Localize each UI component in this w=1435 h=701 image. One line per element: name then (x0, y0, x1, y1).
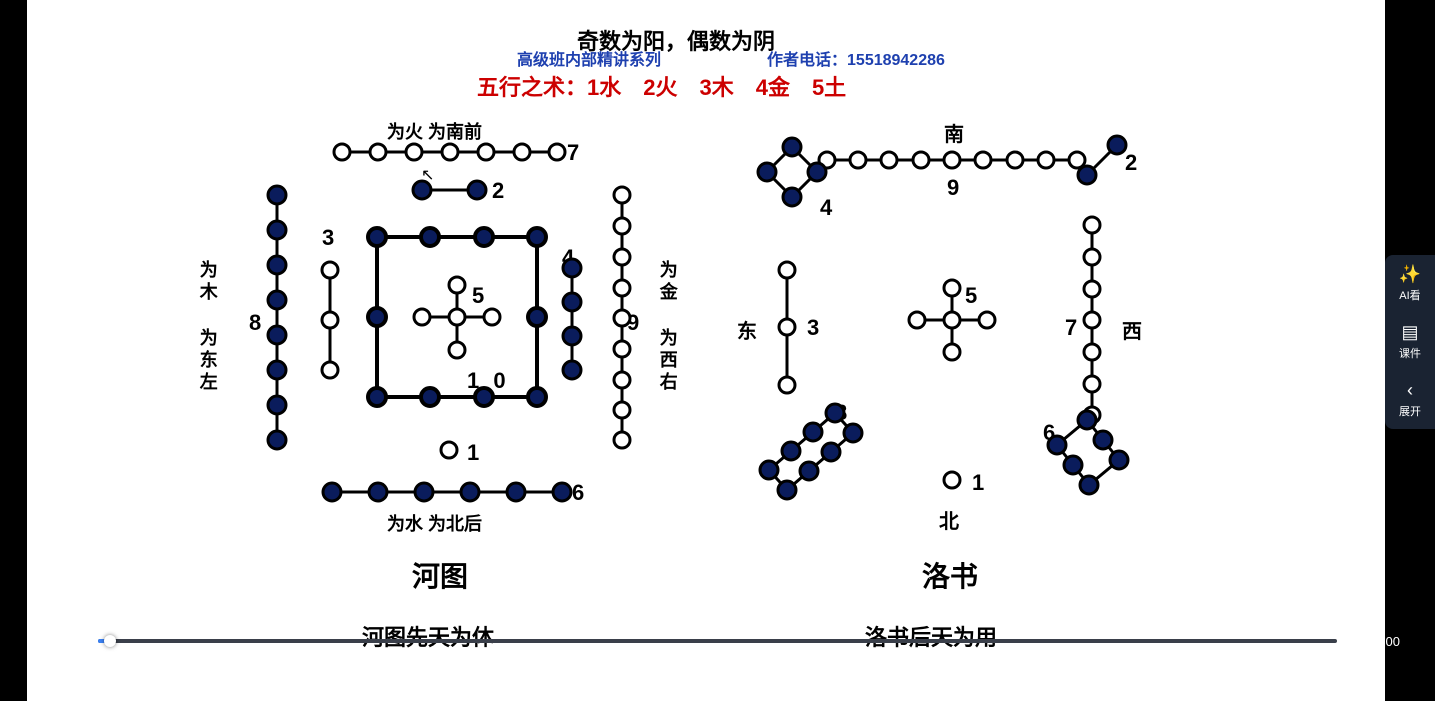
courseware-label: 课件 (1399, 345, 1421, 361)
volume-button[interactable] (1318, 667, 1338, 687)
expand-button[interactable]: ‹ 展开 (1399, 381, 1421, 419)
pause-icon (61, 669, 77, 685)
hetu-group-1 (441, 442, 457, 458)
hetu-group-6 (323, 483, 571, 501)
ai-icon: ✨ (1399, 265, 1421, 283)
luoshu-group-7 (1084, 217, 1100, 423)
luoshu-group-9 (819, 152, 1085, 168)
hetu-group-8 (268, 186, 286, 449)
fullscreen-button[interactable] (1362, 668, 1380, 686)
progress-thumb[interactable] (104, 635, 116, 647)
volume-icon (1318, 667, 1338, 687)
side-toolbar: ✨ AI看 ▤ 课件 ‹ 展开 (1385, 255, 1435, 429)
progress-track[interactable] (98, 639, 1338, 643)
expand-label: 展开 (1399, 403, 1421, 419)
total-time: 00:10:00 (1349, 634, 1400, 649)
video-content-area: 奇数为阳，偶数为阴 高级班内部精讲系列 作者电话：15518942286 五行之… (27, 0, 1385, 701)
courseware-button[interactable]: ▤ 课件 (1399, 323, 1421, 361)
chevron-left-icon: ‹ (1407, 381, 1413, 399)
quality-button[interactable]: 流畅 (1266, 667, 1294, 687)
ai-label: AI看 (1399, 287, 1420, 303)
prev-button[interactable] (101, 663, 129, 691)
hetu-group-4 (563, 259, 581, 379)
luoshu-group-3 (779, 262, 795, 393)
hetu-group-9 (614, 187, 630, 448)
hetu-group-2 (413, 181, 486, 199)
hetu-group-3 (322, 262, 338, 378)
next-button[interactable] (147, 663, 175, 691)
hetu-group-5 (414, 277, 500, 358)
ai-watch-button[interactable]: ✨ AI看 (1399, 265, 1421, 303)
fullscreen-icon (1362, 668, 1380, 686)
subtitle-button[interactable]: 字幕 (1154, 667, 1182, 687)
luoshu-group-6 (1048, 411, 1128, 494)
progress-bar: 00:00:06 00:10:00 (0, 626, 1435, 656)
next-icon (153, 669, 169, 685)
pause-button[interactable] (55, 663, 83, 691)
diagram-svg (27, 0, 1385, 701)
speed-button[interactable]: 倍速 (1210, 667, 1238, 687)
luoshu-group-4 (758, 138, 826, 206)
luoshu-group-5 (909, 280, 995, 360)
courseware-icon: ▤ (1401, 323, 1418, 341)
luoshu-group-1 (944, 472, 960, 488)
luoshu-group-8 (760, 404, 862, 499)
hetu-group-7 (334, 144, 565, 160)
player-controls: 字幕 倍速 流畅 (0, 661, 1435, 693)
current-time: 00:00:06 (35, 634, 86, 649)
prev-icon (107, 669, 123, 685)
